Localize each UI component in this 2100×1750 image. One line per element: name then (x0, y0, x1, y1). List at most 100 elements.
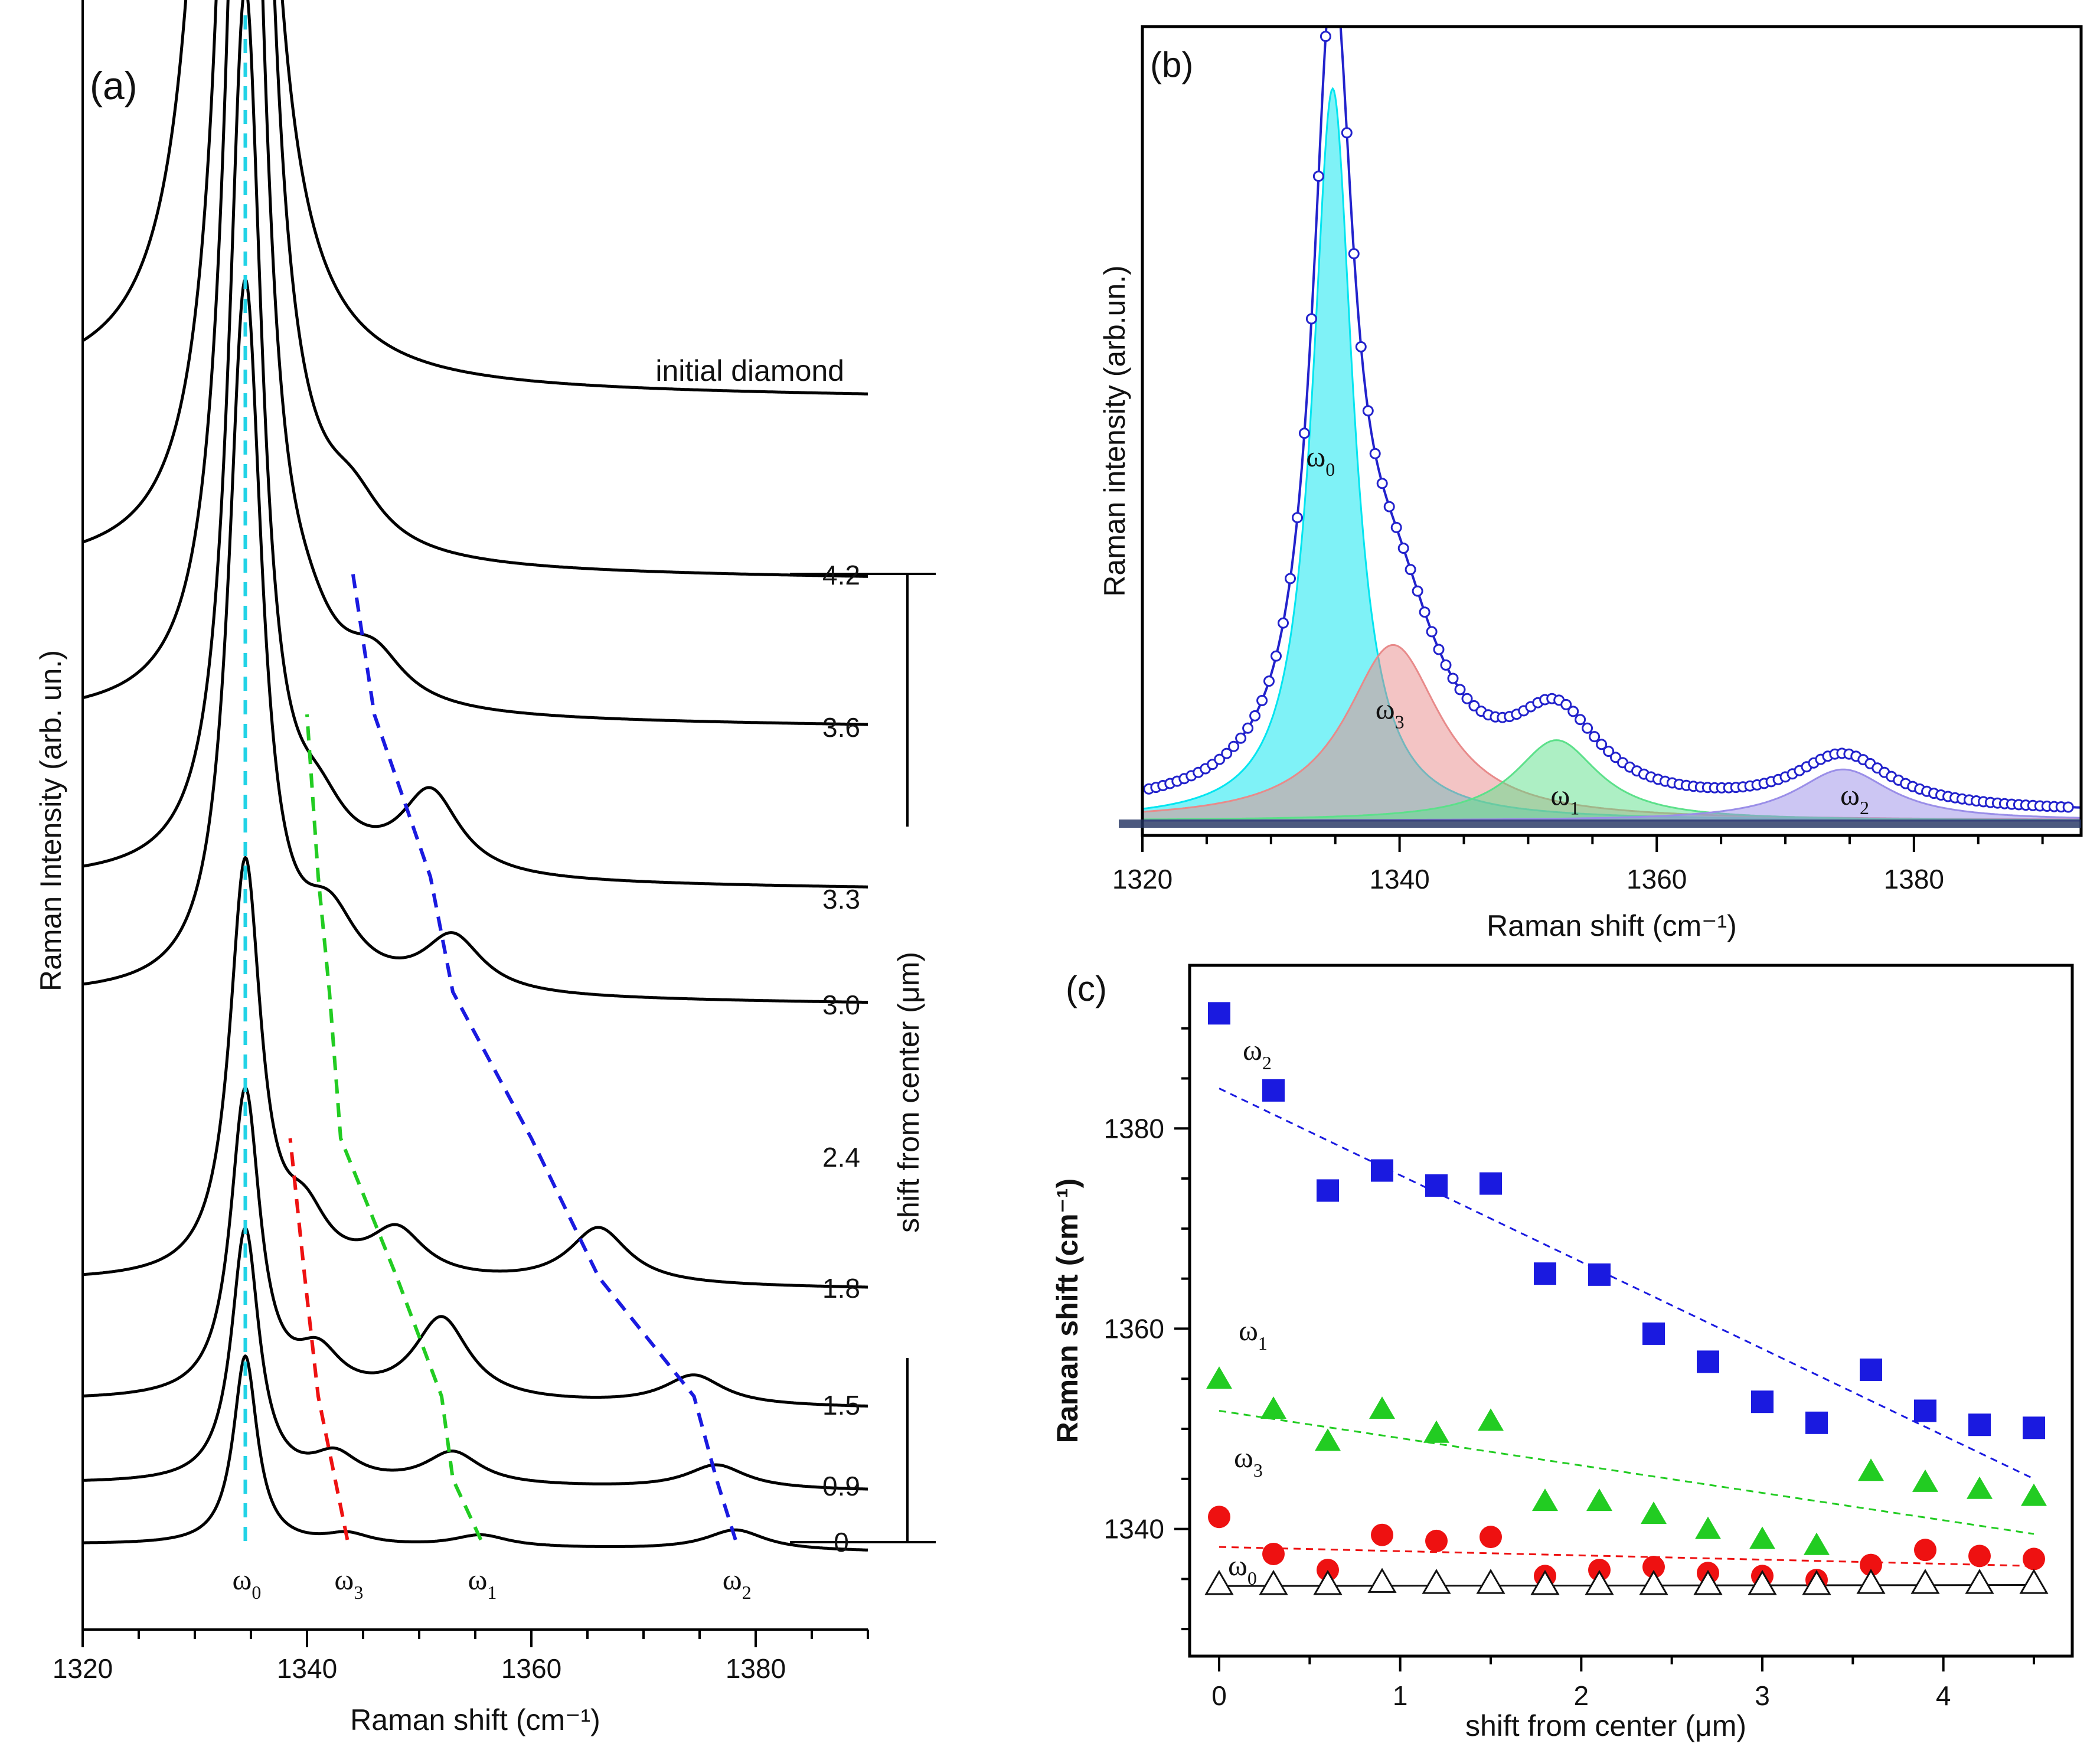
a-spectrum-3-3 (83, 0, 868, 889)
b-data-point (1278, 617, 1289, 629)
c-point-w1 (1804, 1532, 1830, 1555)
c-y-axis-title: Raman shift (cm⁻¹) (1051, 1178, 1084, 1444)
c-point-w3 (1262, 1542, 1285, 1565)
a-x-ticks: 1320 1340 1360 1380 (53, 1630, 869, 1684)
a-spectrum-3-0 (83, 277, 868, 1004)
c-point-w2 (2023, 1416, 2045, 1439)
c-point-w3 (2023, 1547, 2045, 1571)
b-data-point (1426, 626, 1438, 638)
c-y-tick-label-1340: 1340 (1104, 1514, 1164, 1545)
a-x-axis-title: Raman shift (cm⁻¹) (350, 1703, 600, 1736)
b-measured-data (1142, 27, 2081, 813)
c-point-w3 (1425, 1529, 1448, 1552)
b-data-point (1433, 644, 1445, 655)
c-point-w1 (1423, 1420, 1449, 1443)
c-point-w0 (1639, 1569, 1668, 1595)
a-initial-diamond-label: initial diamond (655, 354, 844, 387)
b-data-point (1298, 427, 1310, 439)
c-point-w0 (1422, 1569, 1451, 1594)
b-data-point (1454, 684, 1466, 696)
a-shift-label-3-0: 3.0 (822, 990, 860, 1020)
c-ticks: 0 1 2 3 4 1340 1360 1380 (1104, 1027, 2035, 1711)
b-data-point (1575, 714, 1586, 726)
c-point-w2 (1425, 1174, 1448, 1197)
b-data-point (1221, 747, 1233, 759)
c-frame (1188, 964, 2074, 1658)
b-data-point (1376, 478, 1388, 489)
a-guide-omega1 (305, 714, 483, 1541)
a-shift-label-0-9: 0.9 (822, 1471, 860, 1501)
c-point-w2 (1751, 1390, 1774, 1413)
panel-a: 1320 1340 1360 1380 (a) Raman shift (cm⁻¹) … (34, 0, 936, 1736)
a-spectrum-1-8 (83, 856, 868, 1289)
c-point-w0 (1856, 1569, 1886, 1594)
a-shift-label-4-2: 4.2 (822, 560, 860, 590)
c-point-w0 (1259, 1569, 1288, 1595)
a-shift-label-0: 0 (834, 1527, 849, 1558)
b-data-point (1383, 501, 1395, 512)
a-x-tick-label-1380: 1380 (726, 1653, 786, 1684)
b-data-point (1214, 753, 1226, 765)
c-point-w0 (2019, 1569, 2049, 1594)
c-point-w0 (1748, 1569, 1777, 1595)
b-panel-label: (b) (1150, 45, 1193, 84)
c-y-tick-label-1360: 1360 (1104, 1313, 1164, 1344)
c-panel-label: (c) (1066, 969, 1107, 1008)
c-data-points (1204, 1002, 2049, 1595)
b-data-point (1320, 31, 1331, 43)
b-data-point (1228, 740, 1240, 752)
c-point-w0 (1910, 1569, 1940, 1594)
b-data-point (1235, 732, 1247, 744)
b-data-point (1397, 543, 1409, 554)
c-point-w2 (1914, 1399, 1936, 1422)
b-data-point (1263, 675, 1275, 687)
a-shift-label-1-8: 1.8 (822, 1273, 860, 1304)
c-point-w2 (1208, 1002, 1230, 1025)
b-x-axis-title: Raman shift (cm⁻¹) (1487, 909, 1737, 942)
a-shift-label-1-5: 1.5 (822, 1390, 860, 1421)
c-trend-w0 (1219, 1584, 2034, 1587)
b-data-point (1589, 731, 1601, 743)
a-x-tick-label-1340: 1340 (277, 1653, 337, 1684)
a-shift-label-2-4: 2.4 (822, 1142, 860, 1173)
c-point-w2 (1697, 1350, 1719, 1373)
b-data-point (1447, 672, 1459, 684)
c-point-w0 (1530, 1569, 1560, 1595)
a-spectra (83, 0, 868, 1552)
c-point-w1 (1260, 1396, 1286, 1419)
c-point-w1 (2021, 1483, 2047, 1506)
c-point-w3 (1860, 1553, 1882, 1576)
c-point-w0 (1367, 1568, 1397, 1593)
c-point-w1 (1912, 1469, 1938, 1492)
b-data-point (1355, 341, 1367, 352)
b-frame (1141, 25, 2083, 837)
c-point-w2 (1534, 1262, 1556, 1285)
b-data-point (1596, 739, 1608, 750)
c-point-w2 (1588, 1263, 1611, 1286)
a-spectrum-4-2 (83, 0, 868, 578)
c-point-w2 (1805, 1411, 1828, 1434)
c-trend-lines (1219, 1088, 2034, 1587)
a-panel-label: (a) (90, 64, 138, 107)
a-dashed-guides (243, 12, 737, 1541)
b-data-point (1271, 650, 1282, 662)
c-point-w2 (1968, 1413, 1991, 1436)
c-point-w3 (1642, 1556, 1665, 1578)
c-point-w0 (1204, 1569, 1234, 1595)
c-trend-w2 (1219, 1088, 2034, 1480)
a-spectrum-3-6 (83, 0, 868, 726)
c-point-w2 (1262, 1079, 1285, 1102)
c-point-w1 (1206, 1366, 1232, 1389)
a-shift-labels: 0 0.9 1.5 1.8 2.4 3.0 3.3 3.6 4.2 (822, 560, 860, 1558)
b-fit-components (1142, 87, 2081, 822)
b-data-point (1603, 746, 1615, 757)
a-shift-label-3-6: 3.6 (822, 712, 860, 743)
b-data-point (1419, 606, 1431, 618)
b-data-point (1341, 127, 1353, 139)
a-spectrum-initial-diamond (83, 0, 868, 396)
b-x-tick-label-1320: 1320 (1112, 864, 1173, 894)
c-point-w0 (1693, 1569, 1723, 1595)
